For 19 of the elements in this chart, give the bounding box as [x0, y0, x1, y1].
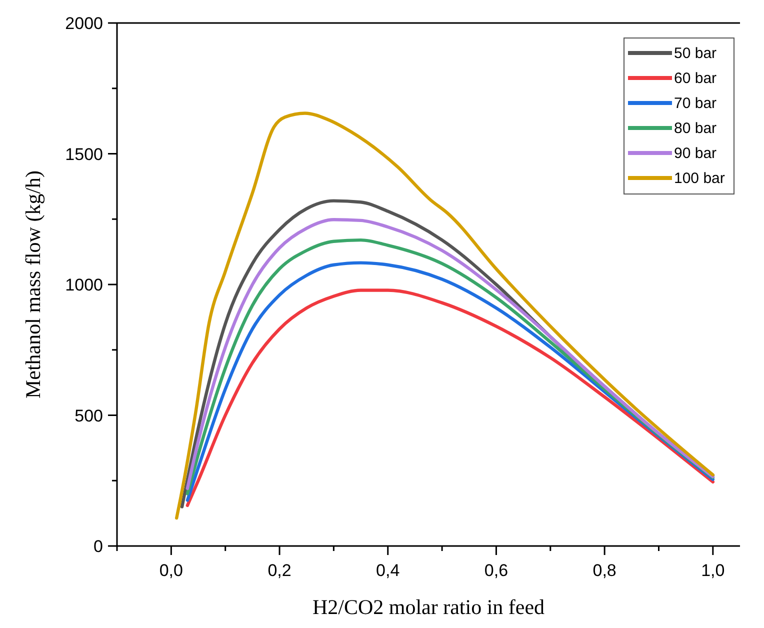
- y-tick-label: 2000: [65, 14, 103, 33]
- legend-label: 70 bar: [674, 95, 717, 112]
- x-tick-label: 0,8: [592, 561, 616, 580]
- legend-label: 80 bar: [674, 120, 717, 137]
- legend-label: 100 bar: [674, 170, 725, 187]
- x-tick-label: 0,2: [268, 561, 292, 580]
- legend-label: 90 bar: [674, 145, 717, 162]
- x-tick-label: 0,6: [484, 561, 508, 580]
- y-tick-label: 1000: [65, 276, 103, 294]
- x-tick-label: 0,0: [159, 561, 183, 580]
- x-tick-label: 0,4: [376, 561, 400, 580]
- y-tick-label: 0: [94, 537, 103, 556]
- y-tick-label: 1500: [65, 144, 103, 164]
- y-axis-title: Methanol mass flow (kg/h): [21, 170, 45, 399]
- y-tick-label: 500: [74, 406, 103, 426]
- legend-label: 60 bar: [674, 70, 717, 87]
- x-tick-label: 1,0: [701, 561, 725, 580]
- x-axis-title: H2/CO2 molar ratio in feed: [312, 595, 546, 619]
- legend-label: 50 bar: [674, 45, 717, 62]
